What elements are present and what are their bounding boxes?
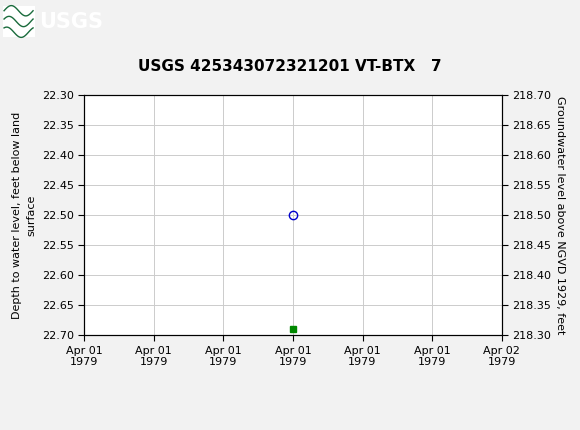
Y-axis label: Groundwater level above NGVD 1929, feet: Groundwater level above NGVD 1929, feet: [555, 96, 565, 334]
Text: USGS: USGS: [39, 12, 103, 31]
Y-axis label: Depth to water level, feet below land
surface: Depth to water level, feet below land su…: [12, 111, 36, 319]
Text: USGS 425343072321201 VT-BTX   7: USGS 425343072321201 VT-BTX 7: [138, 59, 442, 74]
Bar: [3, 6, 35, 37]
